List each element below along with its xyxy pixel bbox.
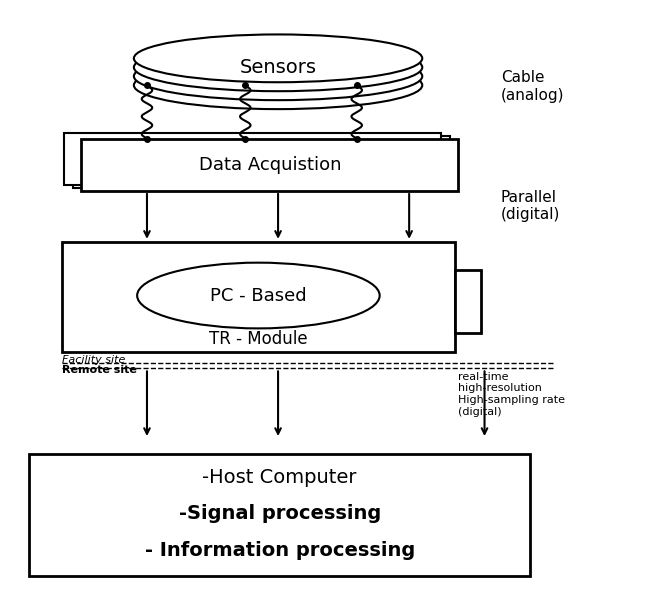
- Bar: [73, 136, 449, 188]
- Bar: [455, 270, 481, 333]
- Text: Facility site: Facility site: [61, 355, 125, 365]
- Text: Parallel
(digital): Parallel (digital): [501, 190, 561, 222]
- Text: real-time
high-resolution
High-sampling rate
(digital): real-time high-resolution High-sampling …: [458, 371, 565, 417]
- Text: -Signal processing: -Signal processing: [178, 504, 381, 523]
- Ellipse shape: [137, 263, 379, 329]
- Ellipse shape: [134, 62, 422, 109]
- Text: -Host Computer: -Host Computer: [202, 469, 357, 487]
- Ellipse shape: [134, 43, 422, 91]
- Text: TR - Module: TR - Module: [209, 330, 308, 348]
- Text: Data Acquistion: Data Acquistion: [198, 156, 341, 174]
- Bar: [29, 454, 530, 576]
- Text: PC - Based: PC - Based: [210, 286, 307, 305]
- Bar: [81, 139, 458, 191]
- Text: Sensors: Sensors: [239, 58, 317, 77]
- Text: Remote site: Remote site: [61, 365, 137, 375]
- Bar: [61, 242, 455, 352]
- Ellipse shape: [134, 34, 422, 82]
- Text: - Information processing: - Information processing: [145, 541, 415, 560]
- Text: Cable
(analog): Cable (analog): [501, 70, 564, 103]
- Bar: [64, 133, 442, 185]
- Ellipse shape: [134, 52, 422, 100]
